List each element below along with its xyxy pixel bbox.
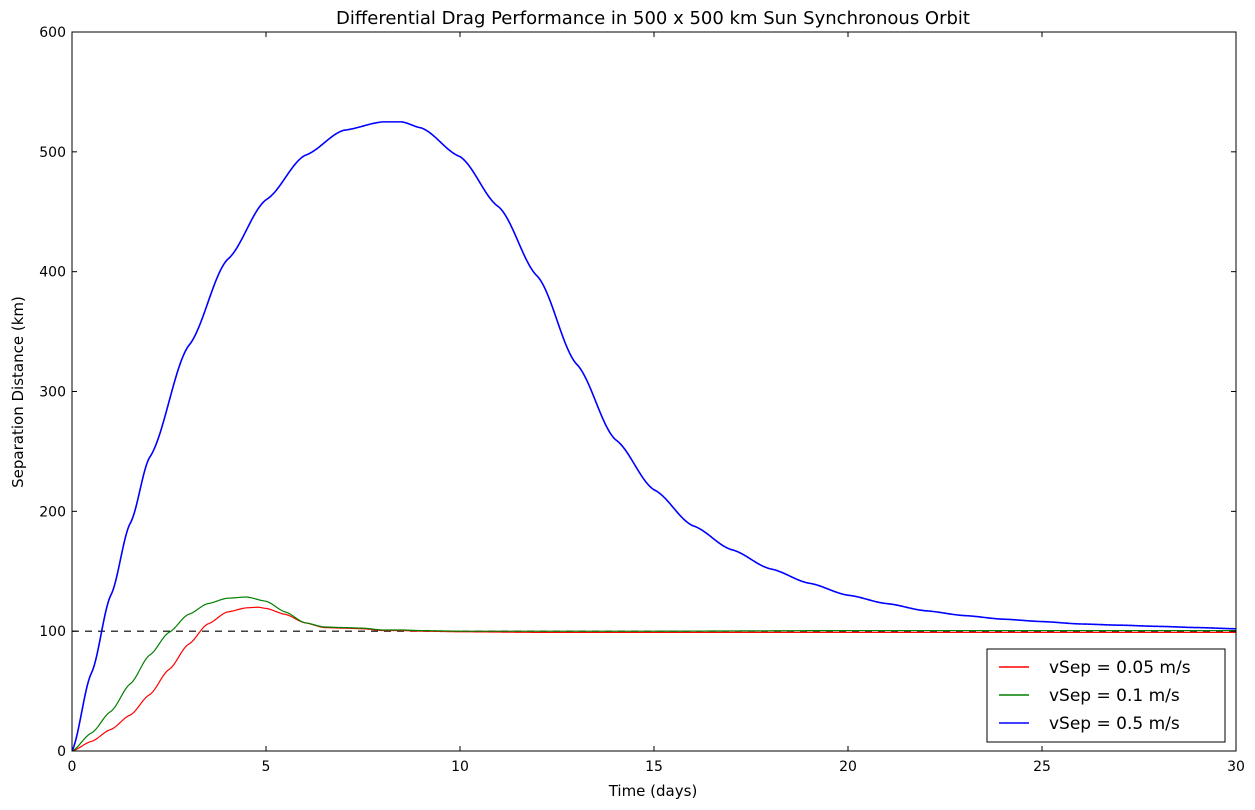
y-axis-label: Separation Distance (km)	[9, 296, 27, 488]
y-tick-label: 400	[39, 265, 66, 281]
x-tick-label: 30	[1227, 759, 1245, 775]
legend-entry: vSep = 0.5 m/s	[1049, 714, 1180, 734]
x-tick-label: 20	[839, 759, 857, 775]
y-tick-label: 200	[39, 504, 66, 520]
y-tick-label: 300	[39, 385, 66, 401]
x-tick-label: 10	[451, 759, 469, 775]
series-line-1	[72, 606, 1236, 751]
series-line-2	[72, 596, 1236, 751]
y-tick-label: 0	[57, 744, 66, 760]
series-line-3	[72, 121, 1236, 751]
x-axis-label: Time (days)	[608, 782, 698, 800]
legend-entry: vSep = 0.1 m/s	[1049, 686, 1180, 706]
y-tick-label: 600	[39, 25, 66, 41]
plot-frame	[71, 31, 1237, 752]
x-tick-label: 0	[68, 759, 77, 775]
x-tick-label: 5	[262, 759, 271, 775]
chart-title: Differential Drag Performance in 500 x 5…	[336, 8, 970, 29]
legend-entry: vSep = 0.05 m/s	[1049, 658, 1191, 678]
y-tick-label: 500	[39, 145, 66, 161]
x-tick-label: 25	[1033, 759, 1051, 775]
legend: vSep = 0.05 m/s vSep = 0.1 m/s vSep = 0.5 …	[986, 648, 1226, 743]
x-tick-label: 15	[645, 759, 663, 775]
y-tick-label: 100	[39, 624, 66, 640]
